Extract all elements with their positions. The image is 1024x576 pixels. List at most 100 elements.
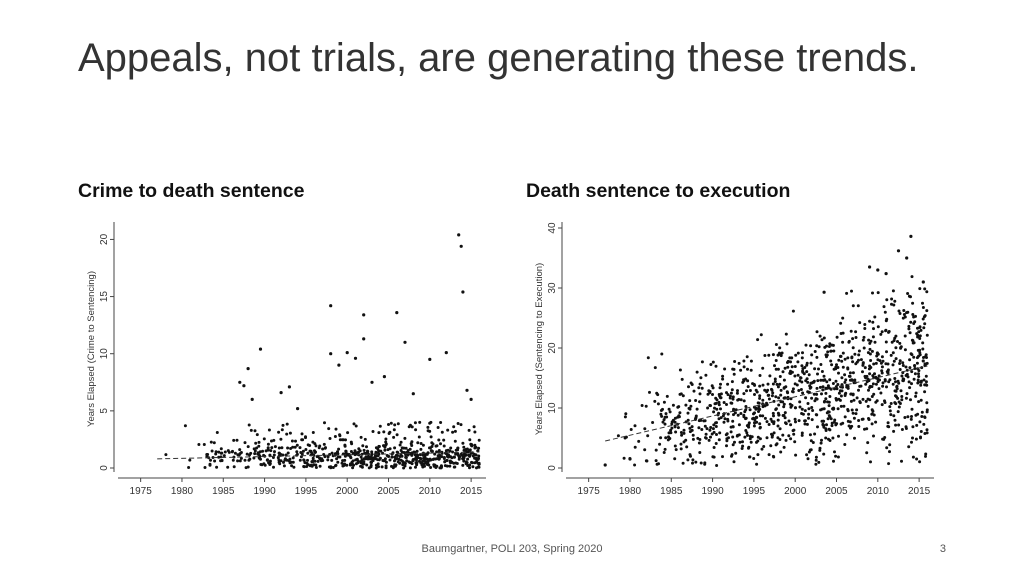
- data-point: [770, 435, 774, 439]
- data-point: [891, 382, 895, 386]
- data-point: [400, 454, 404, 458]
- data-point: [314, 444, 318, 448]
- data-point: [800, 407, 804, 411]
- data-point: [678, 411, 682, 415]
- data-point: [900, 374, 904, 378]
- data-point: [660, 352, 664, 356]
- data-point: [820, 407, 824, 411]
- data-point: [901, 316, 905, 320]
- data-point: [754, 415, 758, 419]
- data-point: [353, 449, 357, 453]
- data-point: [349, 450, 353, 453]
- data-point: [408, 447, 412, 451]
- data-point: [396, 422, 400, 426]
- data-point: [726, 382, 730, 386]
- data-point: [215, 431, 219, 434]
- data-point: [746, 433, 749, 437]
- data-point: [834, 397, 838, 400]
- data-point: [741, 444, 745, 448]
- data-point: [849, 329, 853, 333]
- data-point: [805, 361, 809, 365]
- data-point: [843, 394, 847, 397]
- data-point: [774, 443, 778, 447]
- data-point: [791, 390, 795, 394]
- y-tick-label: 5: [99, 408, 110, 414]
- data-point: [772, 414, 775, 418]
- data-point: [426, 425, 430, 429]
- data-point: [822, 452, 826, 456]
- data-point: [798, 405, 802, 409]
- data-point: [864, 382, 868, 386]
- data-point: [215, 465, 219, 469]
- data-point: [828, 428, 832, 432]
- data-point: [857, 358, 860, 362]
- data-point: [745, 355, 749, 359]
- data-point: [462, 456, 466, 460]
- data-point: [892, 429, 896, 433]
- data-point: [917, 400, 921, 404]
- data-point: [280, 446, 284, 450]
- data-point: [906, 292, 910, 295]
- data-point: [277, 446, 281, 450]
- data-point: [818, 385, 822, 389]
- data-point: [767, 353, 771, 357]
- data-point: [286, 451, 290, 455]
- data-point: [434, 466, 438, 469]
- data-point: [679, 447, 683, 451]
- data-point: [395, 433, 399, 437]
- data-point: [885, 446, 889, 450]
- data-point: [443, 460, 447, 464]
- data-point: [759, 333, 763, 337]
- data-point: [311, 458, 315, 462]
- data-point: [879, 361, 883, 365]
- data-point: [894, 380, 897, 384]
- data-point: [247, 423, 251, 427]
- data-point: [778, 382, 782, 386]
- data-point: [298, 458, 302, 462]
- data-point: [761, 383, 765, 387]
- data-point: [706, 392, 710, 396]
- y-tick-label: 15: [99, 291, 110, 303]
- data-point: [859, 384, 863, 388]
- data-point: [246, 445, 250, 449]
- data-point: [388, 458, 392, 462]
- data-point: [439, 466, 443, 470]
- data-point: [403, 436, 407, 440]
- data-point: [808, 386, 812, 390]
- data-point: [819, 441, 823, 445]
- data-point: [648, 390, 651, 394]
- data-point: [695, 370, 699, 374]
- data-point: [758, 374, 762, 377]
- data-point: [732, 372, 736, 376]
- data-point: [359, 435, 363, 439]
- data-point: [876, 358, 880, 362]
- data-point: [730, 453, 734, 457]
- data-point: [382, 430, 386, 434]
- data-point: [714, 364, 718, 368]
- data-point: [854, 362, 858, 366]
- trend-line: [157, 451, 480, 460]
- data-point: [471, 465, 475, 469]
- data-point: [824, 436, 828, 440]
- data-point: [277, 458, 281, 462]
- data-point: [866, 397, 870, 401]
- data-point: [908, 386, 912, 390]
- data-point: [398, 461, 402, 465]
- data-point: [919, 398, 923, 402]
- data-point: [880, 365, 884, 369]
- data-point: [357, 450, 361, 454]
- data-point: [739, 368, 743, 372]
- data-point: [457, 456, 461, 460]
- data-point: [778, 346, 782, 350]
- data-point: [681, 394, 685, 398]
- data-point: [857, 353, 861, 357]
- data-point: [771, 454, 775, 458]
- data-point: [771, 391, 775, 395]
- data-point: [209, 458, 212, 462]
- data-point: [344, 449, 348, 453]
- data-point: [779, 388, 783, 392]
- data-point: [908, 331, 912, 335]
- data-point: [665, 394, 669, 398]
- data-point: [655, 462, 659, 466]
- data-point: [437, 454, 441, 458]
